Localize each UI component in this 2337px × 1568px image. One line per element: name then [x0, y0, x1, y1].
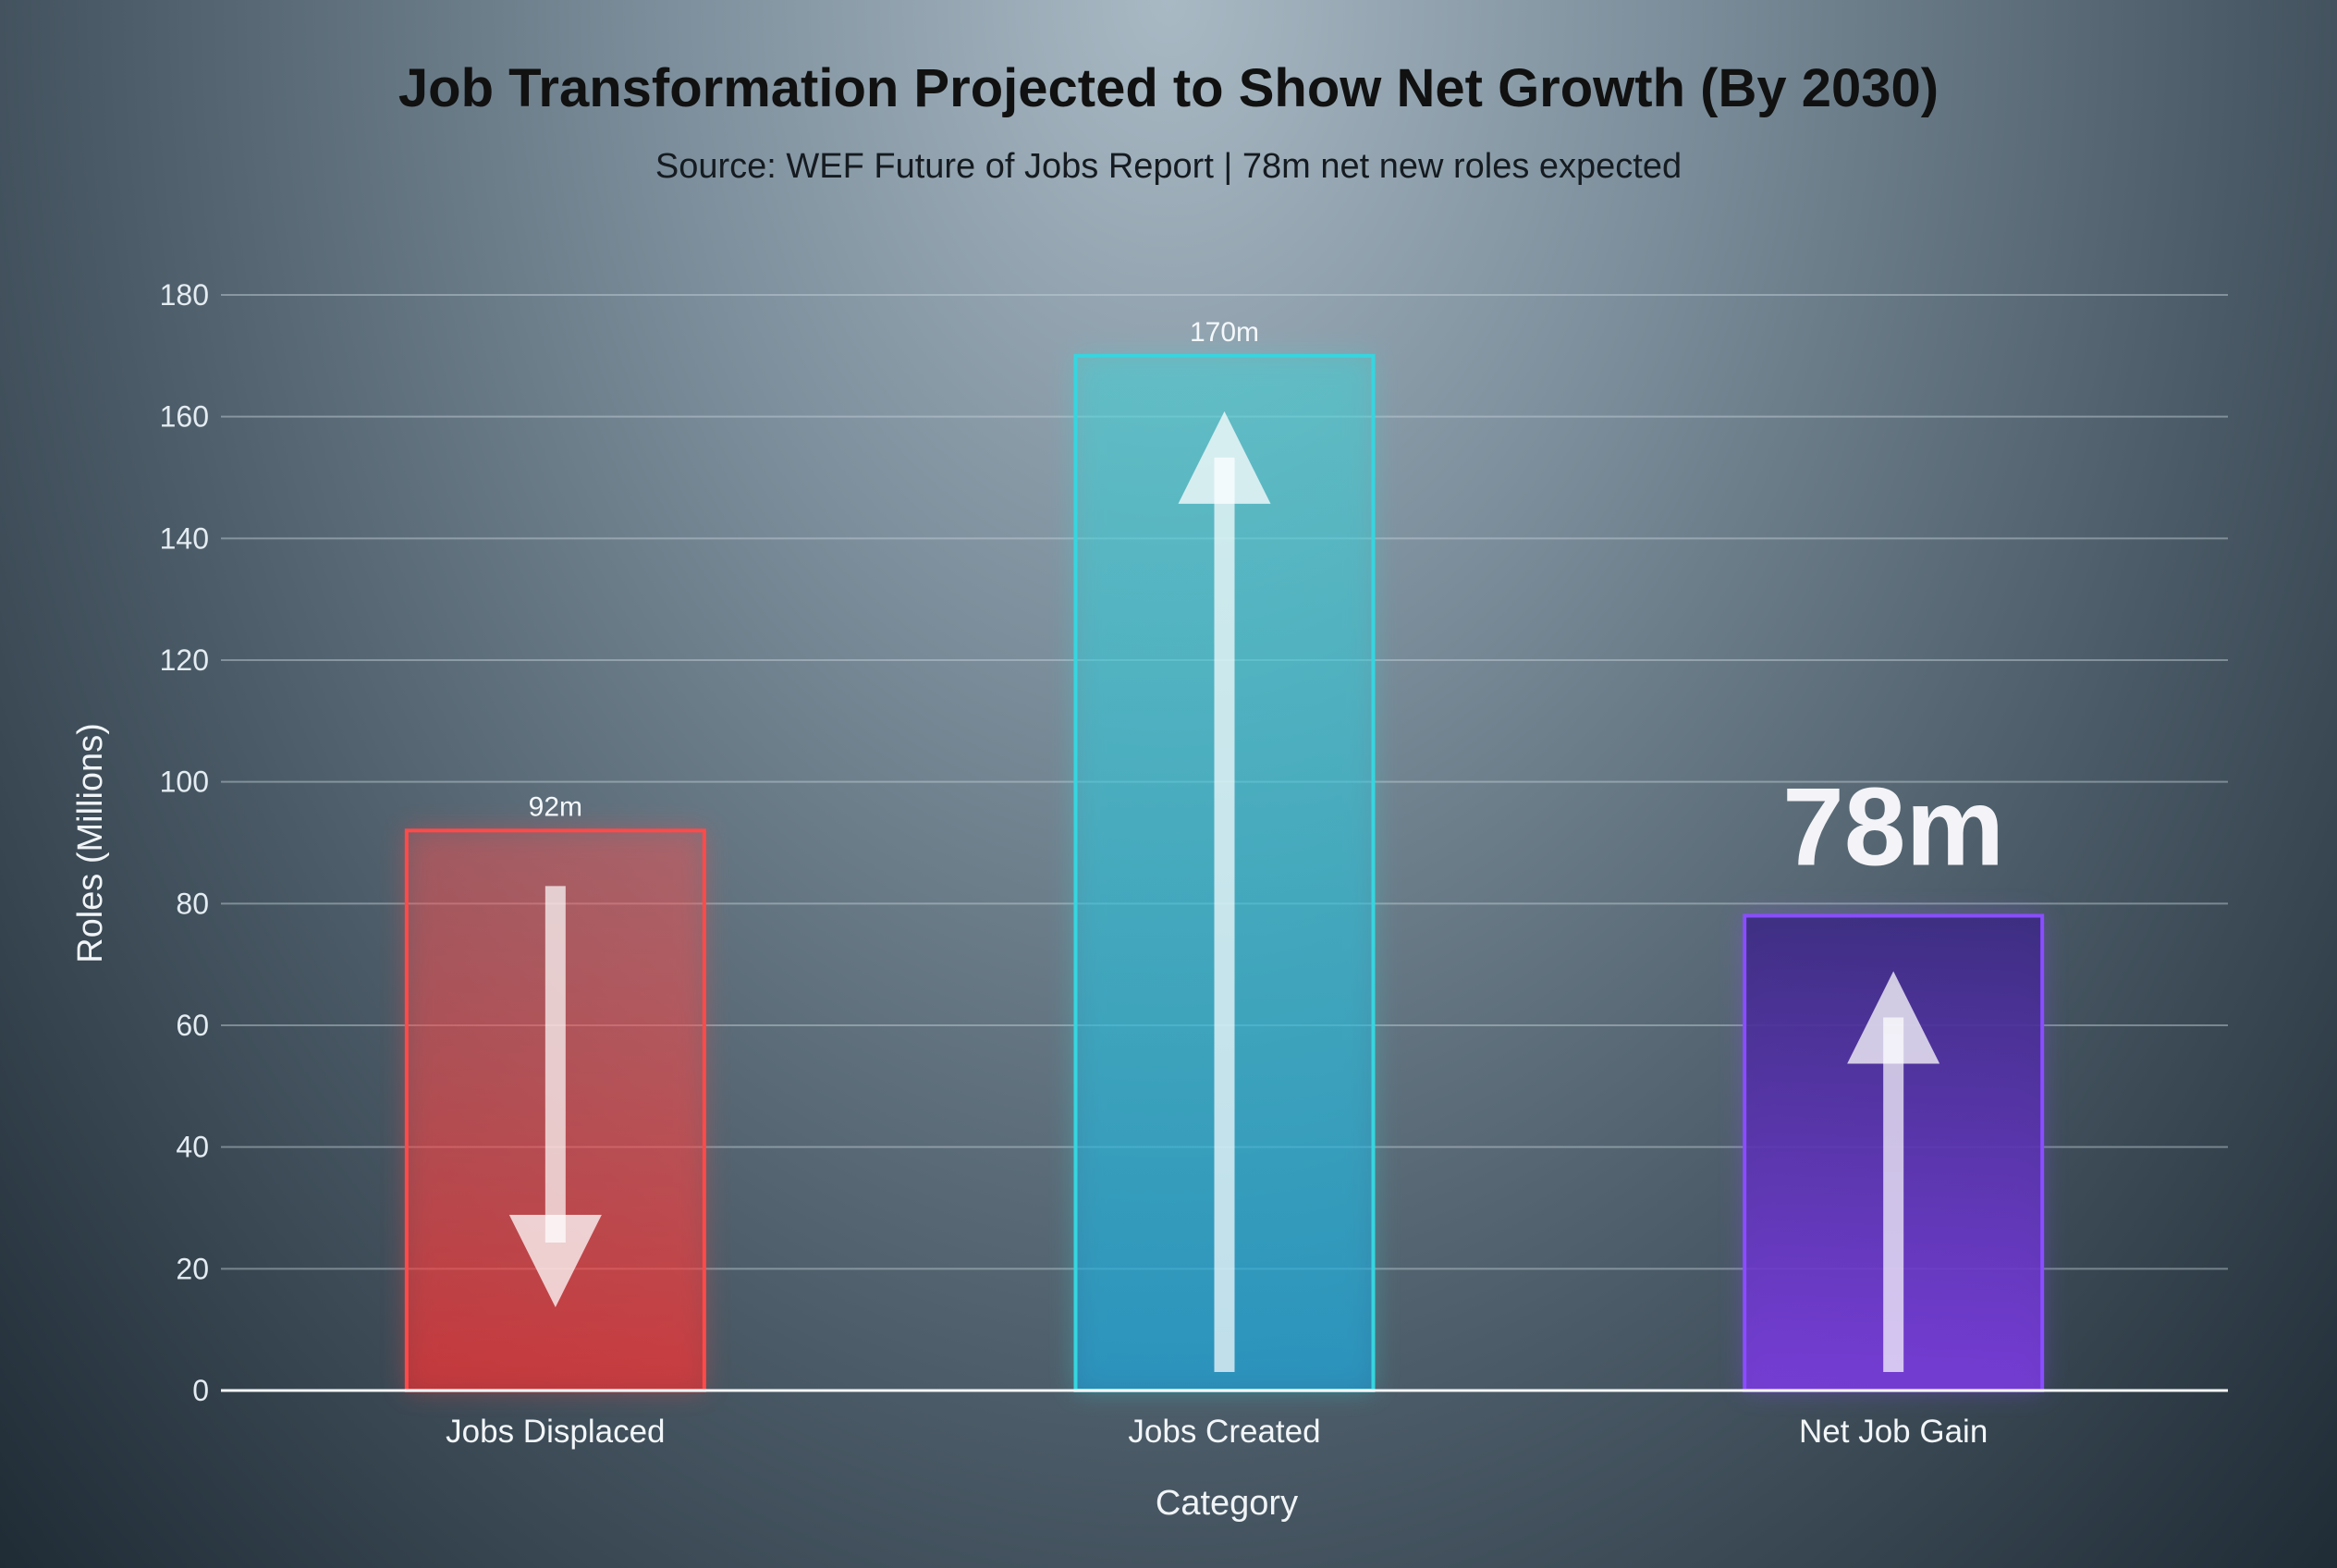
- y-axis-label: Roles (Millions): [71, 723, 110, 963]
- y-tick-label: 120: [160, 643, 209, 677]
- x-tick-label: Net Job Gain: [1799, 1414, 1988, 1450]
- y-tick-label: 0: [192, 1374, 209, 1407]
- y-tick-label: 160: [160, 400, 209, 434]
- y-tick-label: 20: [176, 1252, 209, 1285]
- chart-title: Job Transformation Projected to Show Net…: [398, 58, 1939, 118]
- data-label: 92m: [529, 791, 582, 822]
- x-tick-label: Jobs Created: [1128, 1414, 1320, 1450]
- y-tick-label: 140: [160, 521, 209, 555]
- x-tick-label: Jobs Displaced: [446, 1414, 665, 1450]
- y-tick-label: 60: [176, 1009, 209, 1042]
- data-label: 78m: [1782, 766, 2004, 889]
- arrow-up-icon: [1847, 971, 1940, 1064]
- y-tick-label: 80: [176, 887, 209, 920]
- y-tick-label: 40: [176, 1131, 209, 1164]
- y-tick-label: 100: [160, 766, 209, 799]
- data-label: 170m: [1190, 317, 1259, 348]
- x-axis-label: Category: [1156, 1484, 1298, 1523]
- y-tick-label: 180: [160, 278, 209, 312]
- arrow-up-icon: [1178, 410, 1271, 504]
- chart-subtitle: Source: WEF Future of Jobs Report | 78m …: [655, 147, 1682, 186]
- arrow-down-icon: [508, 1215, 602, 1307]
